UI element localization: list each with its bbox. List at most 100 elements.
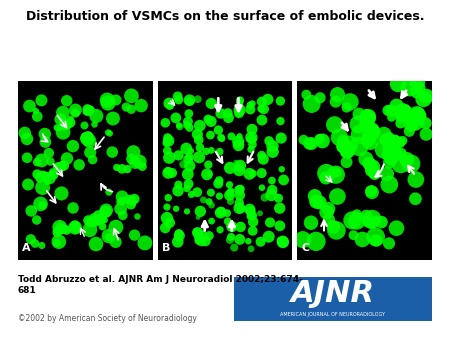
Point [236, 98, 243, 103]
Point [246, 171, 253, 176]
Point [226, 193, 233, 198]
Point [37, 201, 44, 207]
Point [203, 149, 210, 154]
Point [186, 154, 193, 160]
Point [134, 214, 141, 219]
Point [34, 160, 41, 165]
Point [184, 119, 192, 124]
Point [261, 195, 268, 200]
Point [399, 114, 406, 120]
Point [368, 188, 375, 194]
Point [50, 172, 58, 178]
Point [196, 123, 203, 128]
Point [205, 162, 212, 167]
Point [216, 193, 223, 199]
Point [277, 242, 284, 247]
Point [363, 214, 370, 219]
Point [225, 115, 232, 120]
Point [224, 219, 231, 224]
Point [101, 217, 108, 223]
Point [249, 101, 256, 106]
Point [277, 118, 284, 124]
Point [312, 239, 319, 244]
Point [197, 209, 204, 214]
Point [299, 237, 306, 242]
Point [57, 166, 64, 171]
Point [397, 114, 404, 119]
Text: C: C [301, 243, 309, 253]
Point [84, 136, 91, 141]
Point [176, 123, 183, 128]
Point [393, 225, 400, 231]
Point [23, 136, 31, 142]
Text: Distribution of VSMCs on the surface of embolic devices.: Distribution of VSMCs on the surface of … [26, 10, 424, 23]
Point [248, 147, 255, 152]
Point [418, 113, 425, 119]
Point [165, 195, 172, 200]
Point [82, 135, 90, 140]
Point [381, 146, 388, 152]
Point [87, 107, 94, 113]
Point [343, 148, 350, 154]
Point [356, 144, 363, 149]
Point [42, 139, 49, 145]
Point [84, 136, 91, 142]
Point [54, 165, 61, 170]
Point [275, 195, 282, 201]
Point [128, 106, 135, 112]
Point [249, 142, 256, 147]
Point [227, 190, 234, 196]
Point [187, 148, 194, 154]
Point [27, 208, 35, 214]
Point [307, 220, 315, 225]
Point [367, 163, 374, 169]
Point [407, 122, 414, 127]
Point [41, 131, 49, 137]
Point [236, 100, 243, 105]
Point [365, 161, 373, 166]
Point [59, 129, 67, 135]
Point [217, 135, 225, 140]
Point [343, 105, 350, 110]
Point [387, 156, 395, 162]
Point [198, 233, 206, 239]
Point [387, 151, 394, 156]
Point [384, 108, 392, 113]
Point [208, 202, 215, 208]
Point [236, 168, 243, 173]
Point [369, 190, 376, 195]
Point [72, 107, 79, 113]
Point [56, 126, 63, 131]
Point [76, 162, 83, 168]
Point [316, 95, 324, 100]
Point [175, 97, 182, 102]
Point [364, 122, 371, 127]
Point [236, 237, 243, 242]
Point [163, 215, 171, 221]
Point [54, 230, 61, 235]
Point [185, 98, 192, 104]
Point [183, 146, 190, 151]
Point [422, 121, 429, 126]
Point [249, 171, 256, 176]
Point [217, 111, 225, 116]
Point [21, 130, 28, 136]
Point [339, 144, 346, 149]
Point [72, 110, 79, 116]
Point [128, 197, 135, 202]
Point [380, 132, 387, 137]
Point [86, 138, 93, 144]
Point [99, 216, 106, 221]
Point [63, 227, 70, 233]
Point [163, 204, 171, 210]
Point [183, 122, 190, 128]
Point [63, 123, 70, 129]
Point [248, 136, 255, 142]
Point [325, 206, 332, 212]
Point [113, 165, 120, 170]
Point [185, 111, 193, 116]
Point [322, 175, 329, 180]
Point [227, 189, 234, 194]
Point [169, 170, 176, 176]
Point [54, 125, 61, 130]
